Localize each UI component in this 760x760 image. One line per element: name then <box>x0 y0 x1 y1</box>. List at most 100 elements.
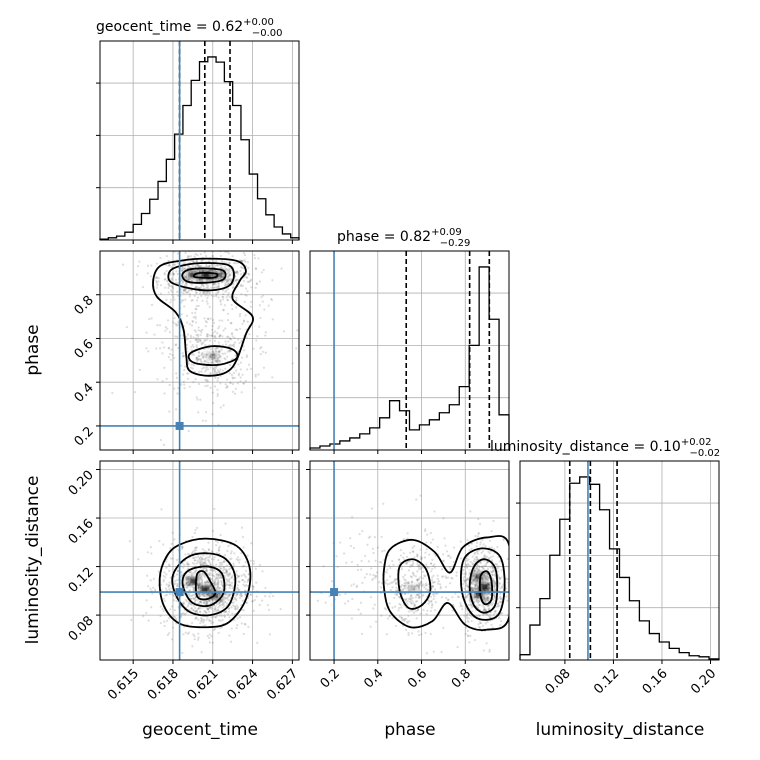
sample-point <box>163 571 166 574</box>
sample-point <box>180 545 183 548</box>
sample-point <box>476 563 479 567</box>
sample-point <box>497 581 500 585</box>
sample-point <box>180 299 183 302</box>
sample-point <box>242 251 246 255</box>
sample-point <box>214 376 217 379</box>
sample-point <box>215 595 218 598</box>
sample-point <box>223 611 226 614</box>
sample-point <box>398 558 401 561</box>
sample-point <box>205 585 208 588</box>
sample-point <box>213 610 216 613</box>
sample-point <box>424 587 428 591</box>
sample-point <box>412 574 415 577</box>
sample-point <box>217 296 220 299</box>
sample-point <box>234 607 237 611</box>
sample-point <box>224 367 227 370</box>
sample-point <box>378 560 381 564</box>
sample-point <box>226 279 229 283</box>
sample-point <box>181 280 185 283</box>
sample-point <box>145 611 148 615</box>
sample-point <box>430 599 433 603</box>
sample-point <box>268 633 272 636</box>
sample-point <box>432 564 435 567</box>
sample-point <box>212 615 215 618</box>
sample-point <box>235 570 238 573</box>
sample-point <box>180 570 183 573</box>
sample-point <box>258 563 262 567</box>
sample-point <box>201 273 204 276</box>
sample-point <box>218 565 221 568</box>
sample-point <box>409 598 412 601</box>
sample-point <box>198 561 202 565</box>
sample-point <box>218 350 221 353</box>
sample-point <box>477 596 480 599</box>
sample-point <box>216 394 219 397</box>
sample-point <box>209 355 212 359</box>
sample-point <box>227 595 230 598</box>
sample-point <box>216 371 219 374</box>
sample-point <box>243 259 246 262</box>
sample-point <box>202 601 206 604</box>
sample-point <box>155 347 158 350</box>
truth-marker <box>175 588 184 597</box>
sample-point <box>476 597 479 600</box>
sample-point <box>183 368 186 372</box>
sample-point <box>233 366 236 369</box>
sample-point <box>195 356 198 359</box>
sample-point <box>210 294 213 297</box>
sample-point <box>185 282 188 285</box>
sample-point <box>215 359 219 362</box>
sample-point <box>199 360 203 363</box>
sample-point <box>238 315 242 318</box>
sample-point <box>201 283 204 286</box>
sample-point <box>476 564 479 567</box>
sample-point <box>205 353 209 356</box>
sample-point <box>233 376 236 379</box>
sample-point <box>393 580 396 583</box>
sample-point <box>430 606 433 609</box>
sample-point <box>305 595 307 597</box>
sample-point <box>495 563 499 566</box>
sample-point <box>210 353 213 356</box>
sample-point <box>175 324 178 327</box>
sample-point <box>236 606 240 609</box>
sample-point <box>480 580 483 583</box>
sample-point <box>220 348 223 351</box>
sample-point <box>218 335 221 338</box>
sample-point <box>205 368 208 371</box>
sample-point <box>150 552 153 555</box>
sample-point <box>180 565 183 568</box>
sample-point <box>371 578 374 581</box>
sample-point <box>470 586 473 589</box>
sample-point <box>227 599 230 602</box>
sample-point <box>187 601 190 605</box>
sample-point <box>215 595 218 599</box>
sample-point <box>217 356 220 359</box>
sample-point <box>190 274 193 277</box>
sample-point <box>473 569 476 572</box>
sample-point <box>412 605 415 609</box>
sample-point <box>217 547 221 550</box>
sample-point <box>216 358 219 361</box>
sample-point <box>491 571 494 574</box>
sample-point <box>149 579 152 582</box>
sample-point <box>212 295 215 298</box>
sample-point <box>195 396 198 399</box>
sample-point <box>473 551 477 555</box>
sample-point <box>242 319 246 322</box>
sample-point <box>452 546 456 549</box>
sample-point <box>236 587 240 591</box>
sample-point <box>247 625 250 629</box>
sample-point <box>205 378 208 381</box>
sample-point <box>217 341 221 344</box>
sample-point <box>244 593 247 596</box>
sample-point <box>211 641 214 644</box>
sample-point <box>250 300 253 304</box>
sample-point <box>164 587 168 590</box>
sample-point <box>213 339 217 343</box>
sample-point <box>188 563 191 566</box>
sample-point <box>183 365 187 368</box>
sample-point <box>199 582 202 585</box>
sample-point <box>194 315 197 318</box>
sample-point <box>157 570 160 573</box>
